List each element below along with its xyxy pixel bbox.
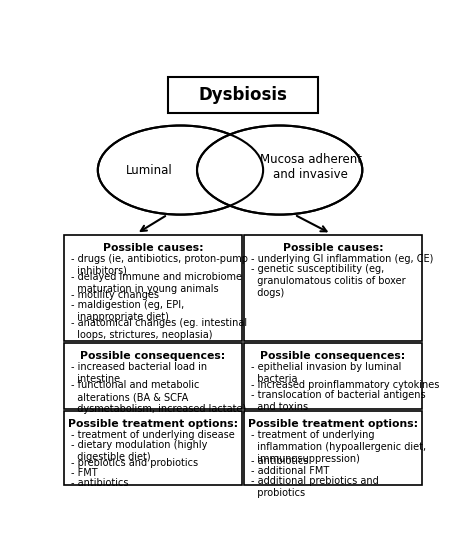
Text: - motility changes: - motility changes: [72, 290, 159, 300]
Text: - underlying GI inflammation (eg, CE): - underlying GI inflammation (eg, CE): [251, 253, 434, 263]
FancyBboxPatch shape: [64, 410, 242, 485]
Text: Possible consequences:: Possible consequences:: [260, 351, 406, 361]
Text: - treatment of underlying disease: - treatment of underlying disease: [72, 430, 235, 440]
FancyBboxPatch shape: [244, 410, 422, 485]
Text: - translocation of bacterial antigens
  and toxins: - translocation of bacterial antigens an…: [251, 390, 426, 412]
Text: - delayed immune and microbiome
  maturation in young animals: - delayed immune and microbiome maturati…: [72, 272, 242, 294]
Text: Possible consequences:: Possible consequences:: [80, 351, 226, 361]
FancyBboxPatch shape: [168, 77, 318, 113]
Text: Possible treatment options:: Possible treatment options:: [68, 419, 238, 429]
Text: Luminal: Luminal: [126, 164, 173, 176]
FancyBboxPatch shape: [64, 343, 242, 409]
Text: Possible causes:: Possible causes:: [283, 242, 383, 252]
Text: - epithelial invasion by luminal
  bacteria: - epithelial invasion by luminal bacteri…: [251, 362, 402, 384]
Text: - increased proinflammatory cytokines: - increased proinflammatory cytokines: [251, 380, 440, 390]
Text: - drugs (ie, antibiotics, proton-pump
  inhibitors): - drugs (ie, antibiotics, proton-pump in…: [72, 253, 248, 276]
Text: - additional FMT: - additional FMT: [251, 466, 329, 476]
Text: Possible causes:: Possible causes:: [102, 242, 203, 252]
Text: - FMT: - FMT: [72, 468, 98, 478]
FancyBboxPatch shape: [244, 235, 422, 341]
Text: - antibiotics: - antibiotics: [72, 478, 129, 488]
Text: - genetic susceptibility (eg,
  granulomatous colitis of boxer
  dogs): - genetic susceptibility (eg, granulomat…: [251, 263, 406, 298]
Text: - prebiotics and probiotics: - prebiotics and probiotics: [72, 458, 199, 468]
Ellipse shape: [98, 126, 263, 215]
FancyBboxPatch shape: [64, 235, 242, 341]
Text: Mucosa adherent
and invasive: Mucosa adherent and invasive: [260, 153, 362, 181]
Text: - dietary modulation (highly
  digestible diet): - dietary modulation (highly digestible …: [72, 440, 208, 462]
Text: - maldigestion (eg, EPI,
  inappropriate diet): - maldigestion (eg, EPI, inappropriate d…: [72, 300, 184, 322]
Text: Dysbiosis: Dysbiosis: [199, 86, 287, 104]
Text: Possible treatment options:: Possible treatment options:: [248, 419, 418, 429]
Text: - treatment of underlying
  inflammation (hypoallergenic diet,
  immunosuppressi: - treatment of underlying inflammation (…: [251, 430, 427, 464]
Text: - antibiotics: - antibiotics: [251, 456, 309, 466]
Text: - anatomical changes (eg. intestinal
  loops, strictures, neoplasia): - anatomical changes (eg. intestinal loo…: [72, 318, 247, 341]
FancyBboxPatch shape: [244, 343, 422, 409]
Ellipse shape: [197, 126, 362, 215]
Text: - functional and metabolic
  alterations (BA & SCFA
  dysmetabolism, increased l: - functional and metabolic alterations (…: [72, 380, 246, 414]
Text: - additional prebiotics and
  probiotics: - additional prebiotics and probiotics: [251, 476, 379, 498]
Text: - increased bacterial load in
  intestine: - increased bacterial load in intestine: [72, 362, 208, 384]
